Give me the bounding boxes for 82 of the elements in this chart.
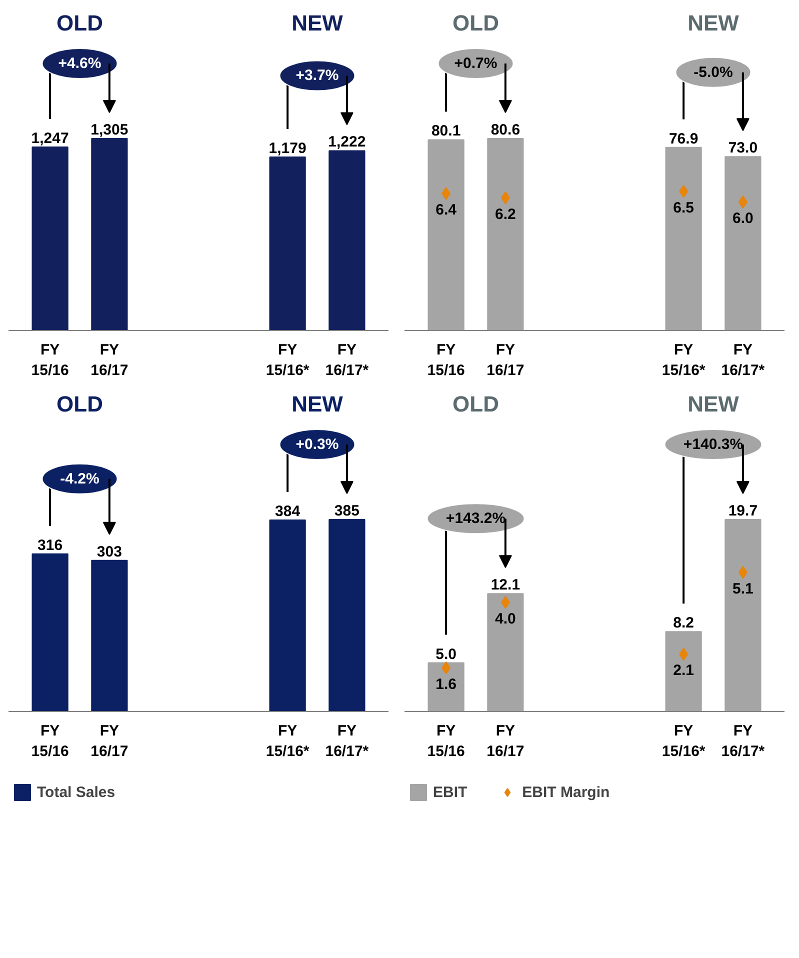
x-tick-label: FY 16/17* (325, 722, 369, 760)
data-label: 384 (275, 503, 301, 520)
data-label: 80.1 (431, 122, 461, 140)
x-tick-label: FY 15/16* (662, 722, 706, 760)
data-label: 80.6 (490, 122, 520, 138)
data-label: 73.0 (728, 140, 758, 157)
text: +3.7% (296, 67, 339, 84)
x-tick-label: FY 16/17* (721, 722, 765, 760)
text: OLD (56, 10, 103, 36)
point (500, 191, 510, 204)
x-tick-label: FY 15/16* (662, 342, 706, 379)
x-tick-label: FY 15/16 (31, 342, 69, 379)
legend-label: Total Sales (37, 784, 116, 800)
bar (328, 519, 366, 712)
point (738, 196, 748, 209)
data-label: 4.0 (495, 610, 516, 628)
bar (487, 138, 524, 330)
data-label: 12.1 (490, 576, 520, 594)
text: NEW (292, 392, 344, 416)
text: -4.2% (60, 470, 100, 488)
data-label: 6.0 (732, 210, 754, 228)
text: -5.0% (694, 64, 733, 81)
x-tick-label: FY 16/17 (90, 722, 128, 760)
bar (32, 553, 68, 712)
text: OLD (56, 392, 103, 416)
data-label: 8.2 (673, 614, 694, 632)
x-tick-label: FY 16/17 (90, 342, 128, 379)
x-tick-label: FY 16/17 (486, 342, 524, 379)
text: +0.7% (454, 55, 498, 72)
bar (91, 560, 128, 712)
data-label: 5.0 (436, 646, 456, 663)
point (679, 184, 688, 198)
bar (269, 156, 306, 330)
bar (32, 146, 68, 330)
data-label: 6.2 (495, 206, 516, 223)
x-tick-label: FY 15/16 (427, 722, 465, 760)
data-label: 6.4 (436, 202, 458, 219)
bar (665, 631, 702, 712)
x-tick-label: FY 15/16* (266, 342, 310, 379)
bar (724, 156, 762, 330)
text: NEW (688, 392, 740, 416)
x-tick-label: FY 16/17 (486, 722, 524, 760)
data-label: 1.6 (436, 676, 456, 693)
point (738, 566, 748, 579)
data-label: 385 (334, 502, 360, 520)
x-tick-label: FY 15/16* (266, 722, 310, 760)
data-label: 19.7 (728, 502, 758, 520)
x-tick-label: FY 16/17* (721, 342, 765, 379)
data-label: 316 (38, 536, 63, 554)
text: +0.3% (296, 436, 339, 453)
bar (724, 519, 762, 712)
data-label: 1,247 (31, 130, 69, 148)
text: +4.6% (58, 55, 102, 72)
text: OLD (452, 392, 499, 416)
point (442, 661, 451, 674)
data-label: 1,222 (328, 134, 366, 151)
x-tick-label: FY 15/16 (31, 722, 69, 760)
data-label: 6.5 (673, 199, 694, 216)
legend-label: EBIT (433, 784, 468, 800)
data-label: 76.9 (668, 130, 698, 148)
data-label: 1,305 (90, 122, 128, 138)
bar (269, 520, 306, 712)
data-label: 2.1 (673, 662, 694, 680)
text: +140.3% (683, 436, 744, 453)
legend-label: EBIT Margin (522, 784, 610, 800)
data-label: 5.1 (732, 580, 754, 598)
point (679, 648, 688, 661)
text: OLD (452, 10, 499, 36)
x-tick-label: FY 15/16 (427, 342, 465, 379)
data-label: 1,179 (268, 140, 306, 158)
text: NEW (688, 10, 740, 36)
bar (487, 593, 524, 712)
annotation: +143.2% (446, 510, 506, 528)
bar (91, 138, 128, 330)
bar (665, 146, 702, 330)
x-tick-label: FY 16/17* (325, 342, 369, 379)
bar (428, 139, 464, 330)
text: NEW (292, 10, 344, 36)
point (500, 596, 510, 609)
point (442, 187, 451, 200)
data-label: 303 (96, 543, 122, 560)
bar (328, 150, 366, 330)
